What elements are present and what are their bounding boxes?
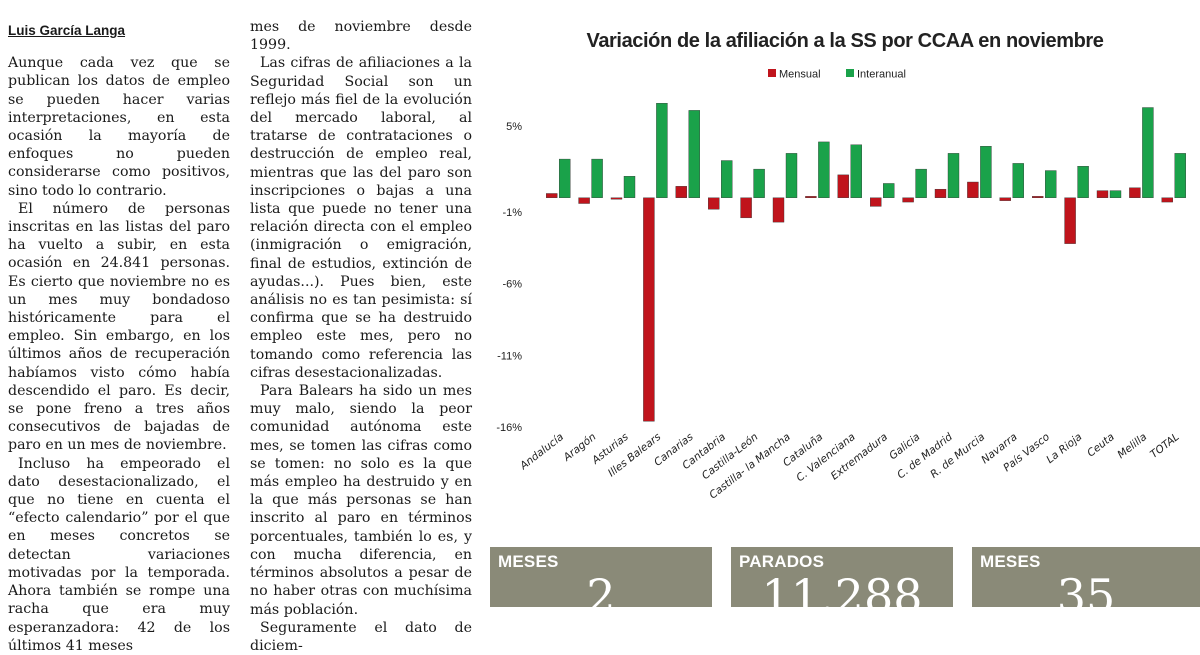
legend-label: Mensual <box>779 69 821 81</box>
bar-mensual <box>1129 187 1141 198</box>
bar-mensual <box>934 188 947 198</box>
paragraph: Seguramente el dato de diciem- <box>250 619 472 654</box>
bar-mensual <box>675 186 688 198</box>
chart-bars <box>546 103 1186 422</box>
stat-value: 11.288 <box>761 569 923 623</box>
article-column-1: Luis García Langa Aunque cada vez que se… <box>8 0 230 655</box>
y-tick-label: -11% <box>497 350 522 362</box>
bar-interanual <box>688 110 701 198</box>
stat-box-2: PARADOS 11.288 <box>731 547 953 619</box>
bar-mensual <box>643 197 655 422</box>
article-column-2: mes de noviembre desde 1999. Las cifras … <box>250 0 472 655</box>
bar-interanual <box>883 183 895 198</box>
bar-interanual <box>753 168 765 198</box>
stat-box-1: MESES 2 <box>490 547 712 619</box>
byline: Luis García Langa <box>8 23 126 38</box>
bar-mensual <box>837 174 849 198</box>
bar-mensual <box>578 197 590 204</box>
x-tick-label: Andalucía <box>517 431 566 473</box>
stat-label: MESES <box>980 552 1041 571</box>
bar-mensual <box>772 197 785 223</box>
bar-interanual <box>623 176 636 198</box>
stat-box-3: MESES 35 <box>972 547 1200 619</box>
bar-mensual <box>610 197 623 200</box>
legend-swatch-interanual <box>846 69 854 77</box>
bar-interanual <box>591 158 603 198</box>
paragraph: Aunque cada vez que se publican los dato… <box>8 55 230 199</box>
bar-mensual <box>902 197 914 203</box>
bar-mensual <box>546 193 558 198</box>
bar-interanual <box>818 141 830 198</box>
bar-interanual <box>720 160 733 198</box>
x-tick-label: Melilla <box>1115 431 1149 461</box>
bar-interanual <box>1045 170 1057 198</box>
stat-label: PARADOS <box>739 552 825 571</box>
y-tick-label: -16% <box>496 422 522 434</box>
paragraph: Para Balears ha sido un mes muy malo, si… <box>250 383 472 618</box>
bar-interanual <box>558 158 571 198</box>
chart-title: Variación de la afiliación a la SS por C… <box>586 30 1104 52</box>
x-tick-label: La Rioja <box>1044 431 1084 466</box>
stat-label: MESES <box>498 552 559 571</box>
stat-value: 35 <box>1056 569 1116 623</box>
chart-legend: Mensual Interanual <box>768 69 906 81</box>
bar-mensual <box>805 196 817 198</box>
y-tick-label: 5% <box>506 121 522 133</box>
stat-value: 2 <box>586 569 616 623</box>
paragraph: Las cifras de afiliaciones a la Segurida… <box>250 55 472 381</box>
paragraph: mes de noviembre desde 1999. <box>250 19 472 54</box>
paragraph: Incluso ha empeorado el dato desestacion… <box>8 455 230 654</box>
y-axis: 5% -1% -6% -11% -16% <box>496 121 522 434</box>
bar-mensual <box>999 197 1011 201</box>
bar-interanual <box>656 103 668 198</box>
bar-interanual <box>850 144 862 198</box>
bar-mensual <box>740 197 752 219</box>
bar-mensual <box>870 197 882 207</box>
bar-interanual <box>947 153 960 198</box>
bar-mensual <box>1096 190 1109 198</box>
bar-mensual <box>1064 197 1076 244</box>
bar-interanual <box>785 153 798 198</box>
bar-interanual <box>1174 153 1186 198</box>
x-tick-label: TOTAL <box>1148 431 1182 461</box>
legend-label: Interanual <box>857 69 906 81</box>
bar-interanual <box>980 146 992 198</box>
bar-interanual <box>1109 190 1122 198</box>
bar-interanual <box>1142 107 1154 198</box>
paragraph: El número de personas inscritas en las l… <box>8 200 230 454</box>
bar-mensual <box>1161 197 1173 203</box>
y-tick-label: -6% <box>502 279 522 291</box>
x-tick-label: Extremadura <box>829 431 890 483</box>
bar-interanual <box>1077 166 1089 198</box>
legend-swatch-mensual <box>768 69 776 77</box>
bar-interanual <box>915 168 927 198</box>
x-tick-label: Ceuta <box>1085 431 1117 460</box>
bar-mensual <box>967 181 979 198</box>
bar-chart: Mensual Interanual 5% -1% -6% -11% -16% Andal… <box>496 69 1186 502</box>
y-tick-label: -1% <box>502 207 522 219</box>
bar-interanual <box>1012 163 1024 198</box>
bar-mensual <box>707 197 720 210</box>
bar-mensual <box>1032 196 1044 198</box>
